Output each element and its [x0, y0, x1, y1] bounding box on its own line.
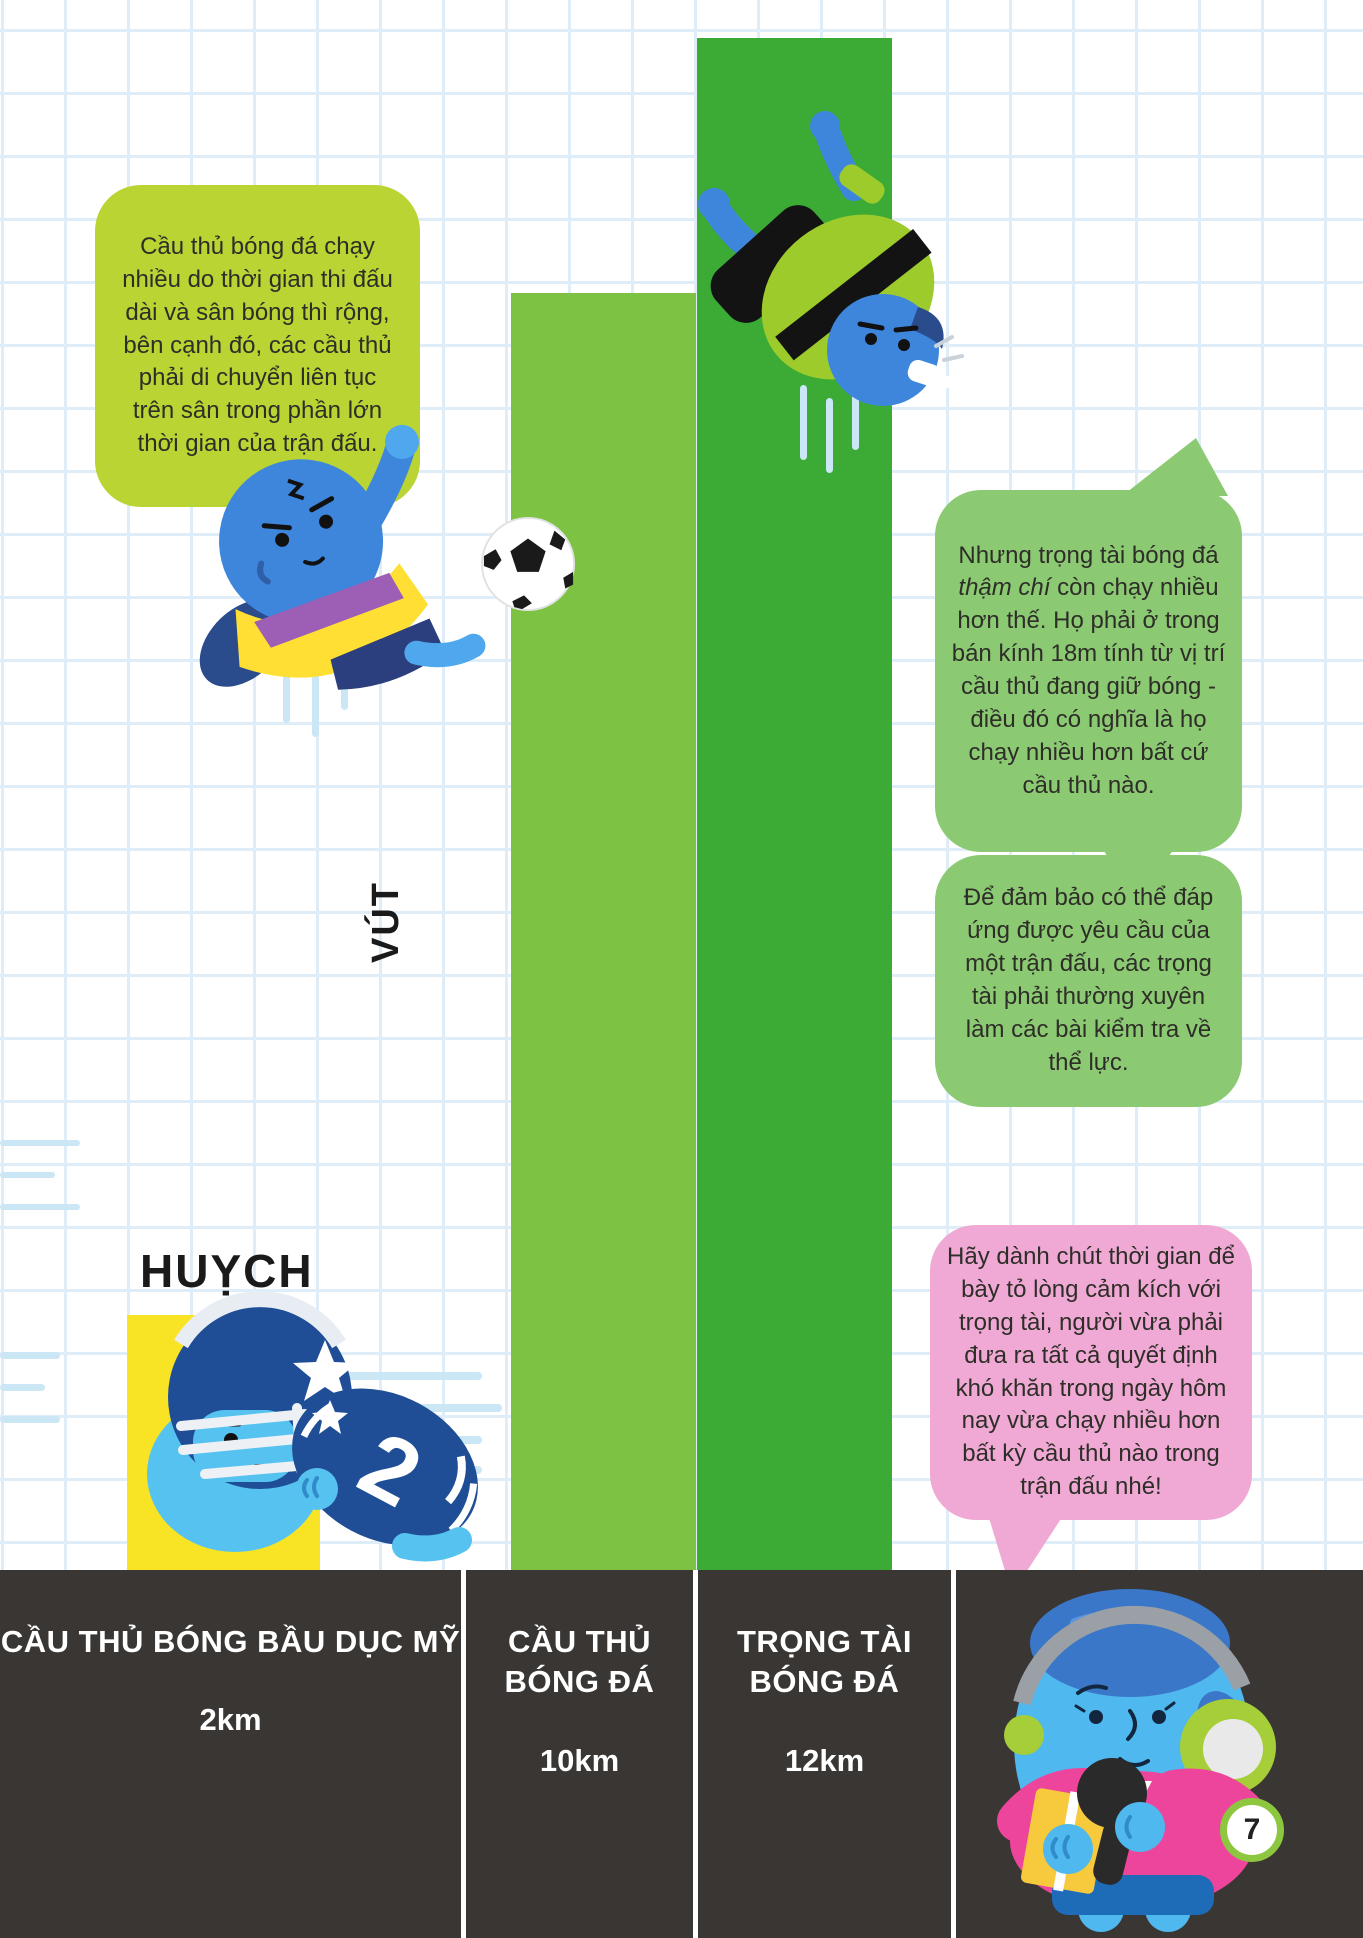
bubble-text: Để đảm bảo có thể đáp ứng được yêu cầu c…: [963, 884, 1214, 1076]
speed-line: [0, 1416, 60, 1423]
footer-divider: [951, 1570, 956, 1938]
speech-bubble-reporter: Hãy dành chút thời gian để bày tỏ lòng c…: [930, 1225, 1252, 1520]
speed-line: [0, 1172, 55, 1178]
reporter-character: [997, 1589, 1276, 1932]
sound-effect-vut: VÚT: [365, 881, 407, 963]
category-label: CẦU THỦ BÓNG ĐÁ: [504, 1624, 655, 1700]
footer-column-rugby: CẦU THỦ BÓNG BẦU DỤC MỸ 2km: [0, 1570, 461, 1938]
speed-line: [852, 388, 859, 450]
american-football-player-character: 2: [147, 1291, 478, 1562]
soccer-ball: [480, 516, 576, 612]
category-label: CẦU THỦ BÓNG BẦU DỤC MỸ: [0, 1624, 461, 1659]
page-number-badge: 7: [1220, 1798, 1284, 1862]
italic-phrase: thậm chí: [958, 574, 1051, 602]
category-value: 2km: [199, 1702, 262, 1738]
speed-line: [312, 642, 319, 737]
bubble-text: Hãy dành chút thời gian để bày tỏ lòng c…: [947, 1243, 1235, 1501]
speed-line: [826, 398, 833, 473]
page-number: 7: [1243, 1813, 1261, 1846]
footer-column-referee: TRỌNG TÀI BÓNG ĐÁ 12km: [698, 1570, 951, 1938]
referee-character: [698, 111, 964, 406]
soccer-player-character: [199, 424, 486, 690]
bar-soccer-player: [511, 293, 696, 1570]
speed-line: [332, 1372, 482, 1380]
bubble-text: Nhưng trọng tài bóng đá thậm chí còn chạ…: [951, 541, 1226, 799]
speech-bubble-referee-1: Nhưng trọng tài bóng đá thậm chí còn chạ…: [935, 490, 1242, 852]
category-value: 12km: [784, 1742, 865, 1778]
speed-line: [800, 385, 807, 460]
category-label: TRỌNG TÀI BÓNG ĐÁ: [737, 1624, 912, 1700]
bubble-text: Cầu thủ bóng đá chạy nhiều do thời gian …: [122, 232, 393, 458]
speed-line: [0, 1204, 80, 1210]
footer-column-soccer: CẦU THỦ BÓNG ĐÁ 10km: [466, 1570, 693, 1938]
speed-line: [0, 1384, 45, 1391]
footer-divider: [693, 1570, 698, 1938]
category-value: 10km: [539, 1742, 620, 1778]
speech-bubble-referee-2: Để đảm bảo có thể đáp ứng được yêu cầu c…: [935, 855, 1242, 1107]
speed-line: [0, 1140, 80, 1146]
sound-effect-huych: HUỴCH: [140, 1245, 314, 1297]
speed-line: [352, 1404, 502, 1412]
speed-line: [0, 1352, 60, 1359]
speech-bubble-soccer-player: Cầu thủ bóng đá chạy nhiều do thời gian …: [95, 185, 420, 507]
footer-divider: [461, 1570, 466, 1938]
